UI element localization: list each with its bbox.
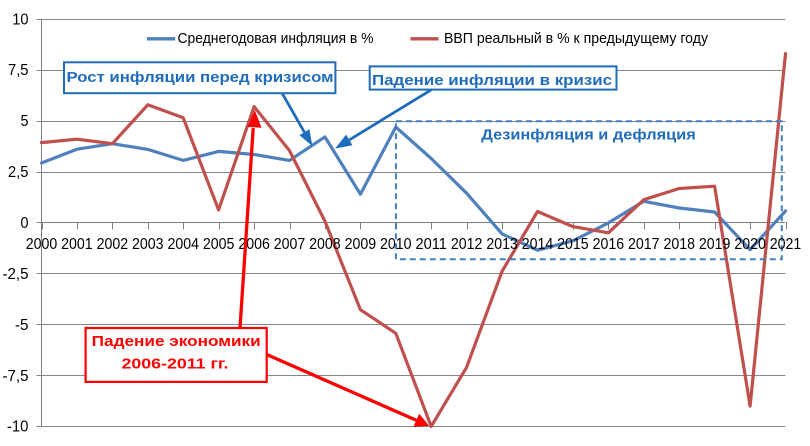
svg-text:2010: 2010 <box>380 236 412 253</box>
svg-text:Рост инфляции перед кризисом: Рост инфляции перед кризисом <box>67 70 334 86</box>
svg-text:2012: 2012 <box>451 236 483 253</box>
svg-text:2007: 2007 <box>274 236 306 253</box>
svg-text:-7,5: -7,5 <box>3 368 29 385</box>
svg-text:0: 0 <box>21 215 29 232</box>
svg-text:Среднегодовая инфляция в %: Среднегодовая инфляция в % <box>178 31 374 47</box>
svg-text:5: 5 <box>21 113 29 130</box>
svg-text:2008: 2008 <box>309 236 341 253</box>
svg-text:2018: 2018 <box>663 236 695 253</box>
svg-text:2,5: 2,5 <box>8 164 29 181</box>
svg-text:2001: 2001 <box>61 236 93 253</box>
svg-text:Дезинфляция и дефляция: Дезинфляция и дефляция <box>481 126 696 143</box>
svg-text:2014: 2014 <box>522 236 554 253</box>
svg-text:2013: 2013 <box>486 236 518 253</box>
svg-text:2009: 2009 <box>345 236 377 253</box>
svg-text:10: 10 <box>12 11 28 28</box>
svg-text:2020: 2020 <box>734 236 766 253</box>
svg-text:2017: 2017 <box>628 236 660 253</box>
svg-text:-10: -10 <box>7 419 29 436</box>
svg-text:2016: 2016 <box>593 236 625 253</box>
svg-text:2021: 2021 <box>770 236 802 253</box>
svg-text:Падение экономики: Падение экономики <box>92 334 261 350</box>
svg-text:2019: 2019 <box>699 236 731 253</box>
svg-text:-2,5: -2,5 <box>3 266 29 283</box>
svg-text:2002: 2002 <box>97 236 129 253</box>
svg-text:2004: 2004 <box>167 236 199 253</box>
svg-text:-5: -5 <box>15 317 29 334</box>
svg-text:2015: 2015 <box>557 236 589 253</box>
svg-text:2011: 2011 <box>415 236 447 253</box>
svg-text:ВВП реальный в % к предыдущему: ВВП реальный в % к предыдущему году <box>444 31 709 47</box>
svg-text:2000: 2000 <box>26 236 58 253</box>
svg-text:2006-2011 гг.: 2006-2011 гг. <box>122 357 229 373</box>
svg-text:Падение инфляции в кризис: Падение инфляции в кризис <box>372 73 612 89</box>
svg-text:7,5: 7,5 <box>8 62 29 79</box>
svg-text:2005: 2005 <box>203 236 235 253</box>
svg-text:2006: 2006 <box>238 236 270 253</box>
svg-text:2003: 2003 <box>132 236 164 253</box>
